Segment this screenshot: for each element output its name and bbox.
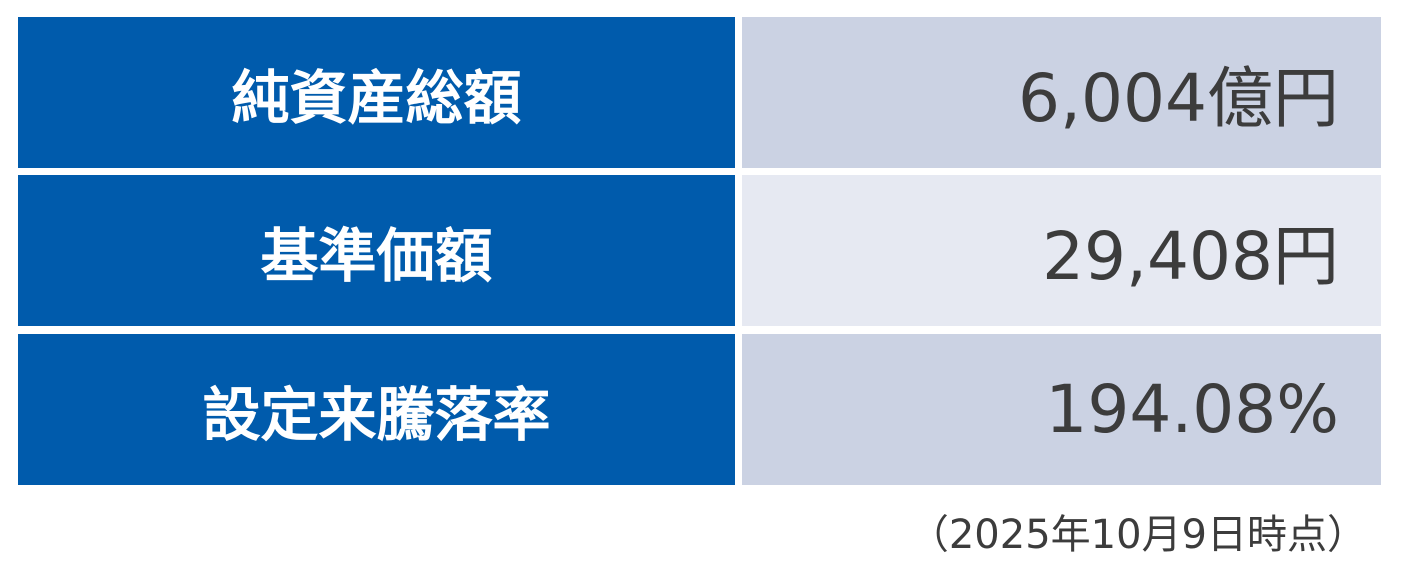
row-value: 6,004億円: [742, 17, 1381, 168]
table-row-return-since-inception: 設定来騰落率 194.08%: [18, 334, 1381, 485]
row-label: 純資産総額: [18, 17, 735, 168]
row-value: 29,408円: [742, 175, 1381, 326]
row-label: 設定来騰落率: [18, 334, 735, 485]
row-value: 194.08%: [742, 334, 1381, 485]
as-of-date-note: （2025年10月9日時点）: [908, 512, 1367, 558]
row-label: 基準価額: [18, 175, 735, 326]
table-row-nav: 基準価額 29,408円: [18, 175, 1381, 326]
table-row-net-assets: 純資産総額 6,004億円: [18, 17, 1381, 168]
